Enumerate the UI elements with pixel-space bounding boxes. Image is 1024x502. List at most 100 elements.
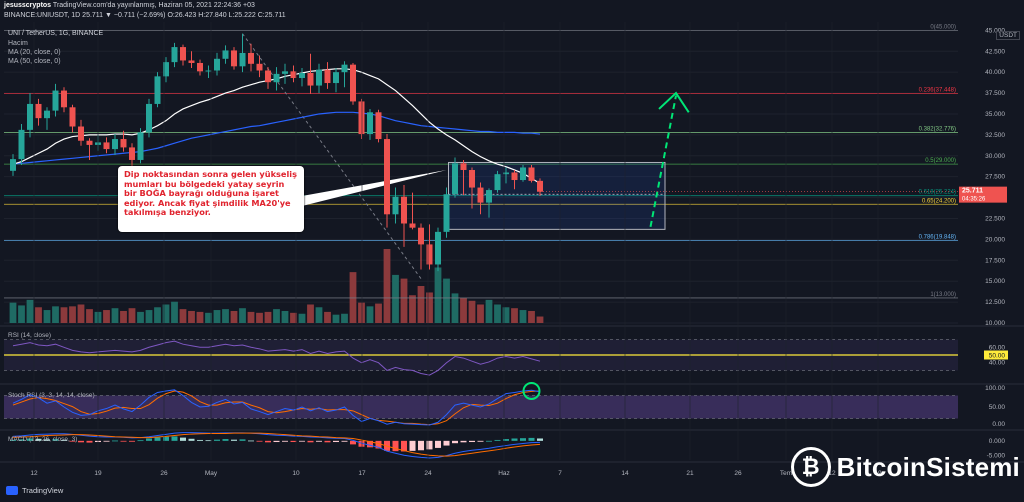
annotation-callout: Dip noktasından sonra gelen yükseliş mum… [118, 166, 304, 232]
stoch-tick-label: 100.00 [985, 385, 1005, 392]
fib-level-label: 0.5(29.000) [925, 158, 956, 164]
price-tick-label: 10.000 [985, 320, 1005, 327]
macd-label: MACD (12, 26, close, 3) [8, 436, 77, 443]
candlestick [61, 87, 67, 113]
callout-pointer [302, 169, 447, 206]
candlestick [341, 61, 348, 88]
macd-histogram-bar [367, 440, 373, 448]
candle-body [248, 52, 254, 64]
candlestick [367, 108, 373, 140]
macd-histogram-bar [486, 440, 492, 442]
candle-body [137, 132, 144, 160]
candlestick [197, 59, 203, 76]
price-tick-label: 40.000 [985, 69, 1005, 76]
watermark-logo: ₿ BitcoinSistemi [790, 442, 1020, 492]
candle-body [205, 70, 212, 72]
rsi-label: RSI (14, close) [8, 332, 51, 339]
macd-histogram-bar [503, 439, 509, 441]
macd-histogram-bar [18, 439, 25, 441]
macd-histogram-bar [520, 438, 526, 441]
macd-histogram-bar [248, 440, 254, 442]
candlestick [299, 67, 305, 87]
time-tick-label: May [205, 470, 218, 477]
volume-bar [451, 293, 459, 323]
price-tick-label: 30.000 [985, 153, 1005, 160]
volume-bar [69, 306, 76, 323]
price-tick-label: 15.000 [985, 278, 1005, 285]
candle-body [469, 169, 475, 188]
candlestick [78, 119, 84, 146]
candlestick [477, 182, 484, 215]
volume-bar [485, 299, 493, 323]
macd-histogram-bar [477, 440, 484, 442]
stoch-k-line [12, 389, 541, 426]
volume-bar [137, 311, 144, 323]
published-text: TradingView.com'da yayınlanmış, Haziran … [52, 2, 255, 9]
price-tick-label: 20.000 [985, 236, 1005, 243]
macd-histogram-bar [324, 440, 331, 443]
candlestick [86, 138, 93, 160]
candlestick [384, 134, 390, 228]
volume-bar [179, 309, 187, 323]
time-tick-label: 19 [874, 470, 882, 477]
volume-legend[interactable]: Hacim [8, 40, 28, 47]
macd-histogram-bar [316, 440, 322, 442]
candlestick [358, 98, 365, 140]
candle-body [452, 163, 458, 195]
candlestick [528, 164, 535, 183]
time-tick-label: 21 [686, 470, 694, 477]
volume-bar [120, 310, 127, 323]
candle-body [375, 112, 382, 140]
candlestick [180, 44, 186, 66]
candle-body [503, 172, 509, 175]
macd-histogram-bar [78, 440, 84, 443]
candlestick [248, 43, 254, 72]
stoch-tick-label: 50.00 [989, 404, 1006, 411]
volume-bar [196, 311, 204, 323]
chart-title: UNI / TetherUS, 1G, BINANCE [8, 30, 104, 37]
volume-bar [18, 305, 25, 323]
rsi-tick-label: 40.00 [989, 360, 1006, 367]
candlestick [10, 154, 16, 176]
ma50-legend[interactable]: MA (50, close, 0) [8, 58, 61, 65]
macd-histogram-bar [460, 440, 467, 443]
volume-bar [536, 316, 544, 323]
fib-level-label: 0.236(37.448) [919, 88, 956, 94]
candle-body [197, 62, 203, 72]
volume-bar [494, 304, 501, 323]
candle-body [307, 73, 314, 86]
volume-bar [298, 313, 306, 323]
candle-body [409, 223, 416, 228]
ma20-legend[interactable]: MA (20, close, 0) [8, 49, 61, 56]
macd-histogram-bar [333, 440, 339, 443]
currency-label: USDT [996, 31, 1020, 40]
candle-body [239, 52, 246, 67]
time-tick-label: 14 [621, 470, 629, 477]
candle-body [78, 126, 84, 141]
tradingview-text: TradingView [22, 486, 64, 495]
macd-histogram-bar [27, 438, 33, 441]
price-tag-box [959, 186, 1007, 203]
volume-bar [264, 311, 272, 323]
candle-body [392, 196, 399, 215]
price-tick-label: 27.500 [985, 174, 1005, 181]
macd-line [12, 432, 541, 459]
macd-histogram-bar [443, 440, 450, 446]
macd-histogram-bar [197, 439, 203, 441]
candlestick [537, 178, 543, 196]
macd-histogram-bar [282, 440, 288, 442]
candle-body [537, 180, 543, 192]
volume-bar [128, 308, 136, 323]
macd-histogram-bar [273, 440, 280, 443]
volume-bar [315, 307, 323, 323]
macd-histogram-bar [103, 440, 110, 442]
volume-bar [247, 311, 255, 323]
macd-histogram-bar [469, 440, 475, 443]
watermark-text: BitcoinSistemi [836, 451, 1020, 482]
candlestick [214, 52, 220, 76]
macd-histogram-bar [214, 439, 220, 441]
volume-bar [375, 303, 382, 323]
candlestick [290, 65, 297, 83]
candlestick [163, 57, 169, 83]
